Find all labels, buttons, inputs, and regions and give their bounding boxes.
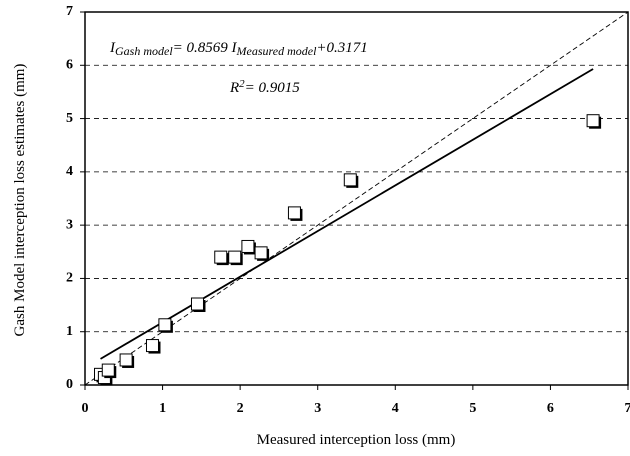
x-axis-label: Measured interception loss (mm) [257,432,456,448]
point [190,297,204,311]
annotation-part: = 0.9015 [245,80,301,96]
x-tick-label: 5 [469,401,476,416]
y-tick-label: 0 [66,377,73,392]
x-tick-label: 7 [625,401,630,416]
y-tick-label: 7 [66,4,73,19]
annotation: R2= 0.9015 [229,78,300,97]
x-tick-label: 3 [314,401,321,416]
fit-line [100,68,594,360]
x-tick-label: 2 [237,401,244,416]
annotation: IGash model= 0.8569 IMeasured model+0.31… [109,40,368,58]
y-tick-label: 2 [66,271,73,286]
point [254,246,268,260]
y-tick-label: 3 [66,217,73,232]
annotation-part: = 0.8569 I [173,40,238,56]
point [287,206,301,220]
point [586,114,600,128]
y-tick-label: 5 [66,111,73,126]
point [101,363,115,377]
x-tick-label: 4 [392,401,399,416]
x-tick-label: 0 [82,401,89,416]
point [145,339,159,353]
point [119,353,133,367]
point [228,250,242,264]
annotation-part: Gash model [115,44,173,58]
y-tick-label: 1 [66,324,73,339]
x-tick-label: 1 [159,401,166,416]
y-tick-label: 4 [66,164,73,179]
annotation-part: 2 [239,78,245,90]
reference-line [84,11,629,386]
point [158,318,172,332]
annotation-part: R [229,80,239,96]
point [241,239,255,253]
point [343,173,357,187]
plot-frame [84,11,629,386]
annotation-part: +0.3171 [316,40,367,56]
y-tick-label: 6 [66,58,73,73]
annotation-part: Measured model [236,44,318,58]
point [214,250,228,264]
x-tick-label: 6 [547,401,554,416]
annotation-part: I [109,40,116,56]
y-axis-label: Gash Model interception loss estimates (… [12,64,28,337]
